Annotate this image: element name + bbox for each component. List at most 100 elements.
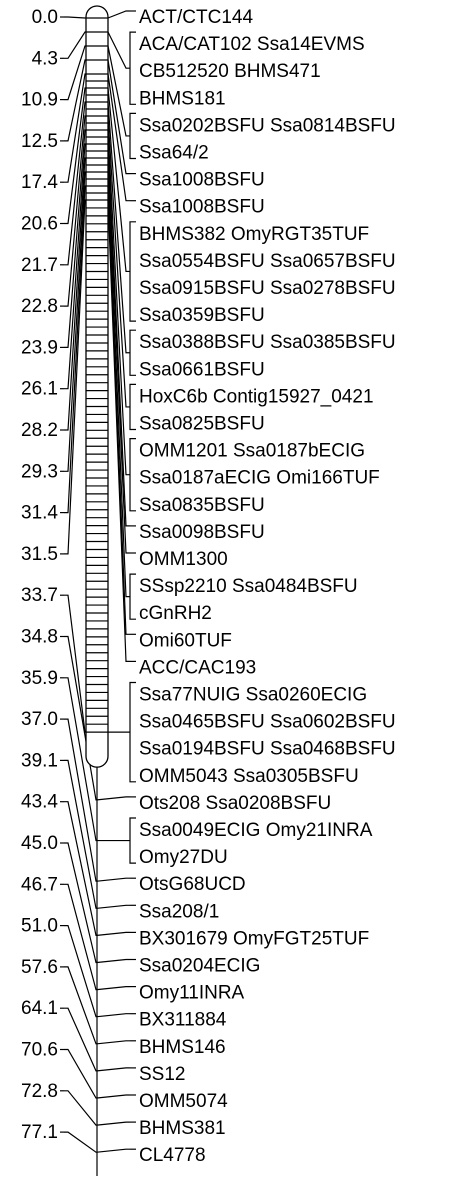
marker-label: OMM1300 [139,549,228,570]
position-connector [64,1048,97,1099]
marker-label: Omi60TUF [139,630,232,651]
position-label: 29.3 [21,461,58,482]
position-label: 64.1 [21,998,58,1019]
marker-label: CL4778 [139,1145,206,1166]
position-label: 72.8 [21,1081,58,1102]
marker-label: ACT/CTC144 [139,7,253,28]
marker-label: BHMS381 [139,1118,226,1139]
position-connector [64,1007,97,1072]
marker-bracket [129,681,136,783]
marker-label: Ssa0554BSFU Ssa0657BSFU [139,251,396,272]
chromosome-bar [85,5,109,1176]
marker-label: Ssa0825BSFU [139,414,265,435]
marker-label: BX311884 [139,1010,227,1031]
marker-connector [96,931,130,936]
marker-connector [107,115,130,408]
marker-connector [107,59,130,175]
position-label: 10.9 [21,90,58,111]
marker-label: OMM1201 Ssa0187bECIG [139,441,365,462]
marker-connector [107,157,130,554]
marker-connector [107,87,130,273]
marker-label: SS12 [139,1064,185,1085]
position-connector [64,801,97,937]
marker-connector [96,985,130,991]
marker-label: Ssa0915BSFU Ssa0278BSFU [139,278,396,299]
position-label: 39.1 [21,750,58,771]
marker-connector [96,1040,130,1045]
marker-label: Omy27DU [139,847,228,868]
position-connector [64,16,86,19]
marker-label: cGnRH2 [139,603,212,624]
marker-label: Ssa0202BSFU Ssa0814BSFU [139,115,396,136]
marker-label: Ssa0388BSFU Ssa0385BSFU [139,332,396,353]
chromosome-outline [85,5,109,768]
marker-connector [107,45,130,137]
position-layer: 0.0 4.3 10.9 12.5 17.4 20.6 21.7 22.8 23.9 26.1 28… [21,7,97,1153]
marker-connector [96,1013,130,1018]
marker-connector [96,1067,130,1072]
position-label: 0.0 [32,7,58,28]
position-label: 21.7 [21,255,58,276]
marker-connector [107,129,130,476]
marker-connector [96,958,130,964]
position-label: 17.4 [21,172,58,193]
marker-label: OMM5043 Ssa0305BSFU [139,766,359,787]
marker-connector [107,199,130,663]
position-label: 46.7 [21,874,58,895]
marker-connector [96,1121,130,1126]
marker-connector [107,101,130,354]
marker-label: ACC/CAC193 [139,657,256,678]
marker-label: ACA/CAT102 Ssa14EVMS [139,34,365,55]
marker-label: HoxC6b Contig15927_0421 [139,386,374,407]
position-label: 31.4 [21,503,58,524]
marker-bracket [129,383,136,431]
position-label: 26.1 [21,379,58,400]
marker-label: Ssa64/2 [139,143,209,164]
marker-label: Ssa0465BSFU Ssa0602BSFU [139,712,396,733]
position-label: 77.1 [21,1122,58,1143]
position-label: 22.8 [21,296,58,317]
position-connector [64,1131,97,1153]
position-label: 31.5 [21,544,58,565]
marker-bracket [129,573,136,620]
marker-bracket [129,817,136,864]
marker-connector [107,171,130,598]
marker-connector [107,10,130,19]
position-connector [64,1090,97,1126]
position-connector [64,883,97,991]
marker-bracket [129,112,136,160]
marker-label: Ssa1008BSFU [139,170,265,191]
position-label: 28.2 [21,420,58,441]
position-label: 43.4 [21,792,58,813]
marker-label: CB512520 BHMS471 [139,61,321,82]
marker-label: BX301679 OmyFGT25TUF [139,928,369,949]
marker-connector [96,1148,130,1153]
marker-label: Ssa0661BSFU [139,359,265,380]
position-label: 23.9 [21,337,58,358]
marker-label: SSsp2210 Ssa0484BSFU [139,576,358,597]
marker-label: Omy11INRA [139,983,245,1004]
marker-bracket [129,438,136,512]
position-label: 12.5 [21,131,58,152]
marker-connector [107,31,130,69]
marker-label: Ssa1008BSFU [139,197,265,218]
position-label: 34.8 [21,627,58,648]
marker-connector [96,796,130,801]
position-label: 70.6 [21,1040,58,1061]
marker-label: OMM5074 [139,1091,228,1112]
position-connector [64,594,86,733]
marker-connector [96,877,130,882]
marker-label: Ssa0194BSFU Ssa0468BSFU [139,739,396,760]
marker-label: Ssa0835BSFU [139,495,265,516]
marker-label: BHMS181 [139,88,226,109]
position-label: 20.6 [21,214,58,235]
marker-label: Ssa0187aECIG Omi166TUF [139,468,380,489]
marker-label: Ssa0049ECIG Omy21INRA [139,820,373,841]
marker-label: Ots208 Ssa0208BSFU [139,793,331,814]
marker-bracket [129,31,136,105]
marker-connector [107,185,130,635]
position-label: 57.6 [21,957,58,978]
marker-label: Ssa208/1 [139,901,219,922]
